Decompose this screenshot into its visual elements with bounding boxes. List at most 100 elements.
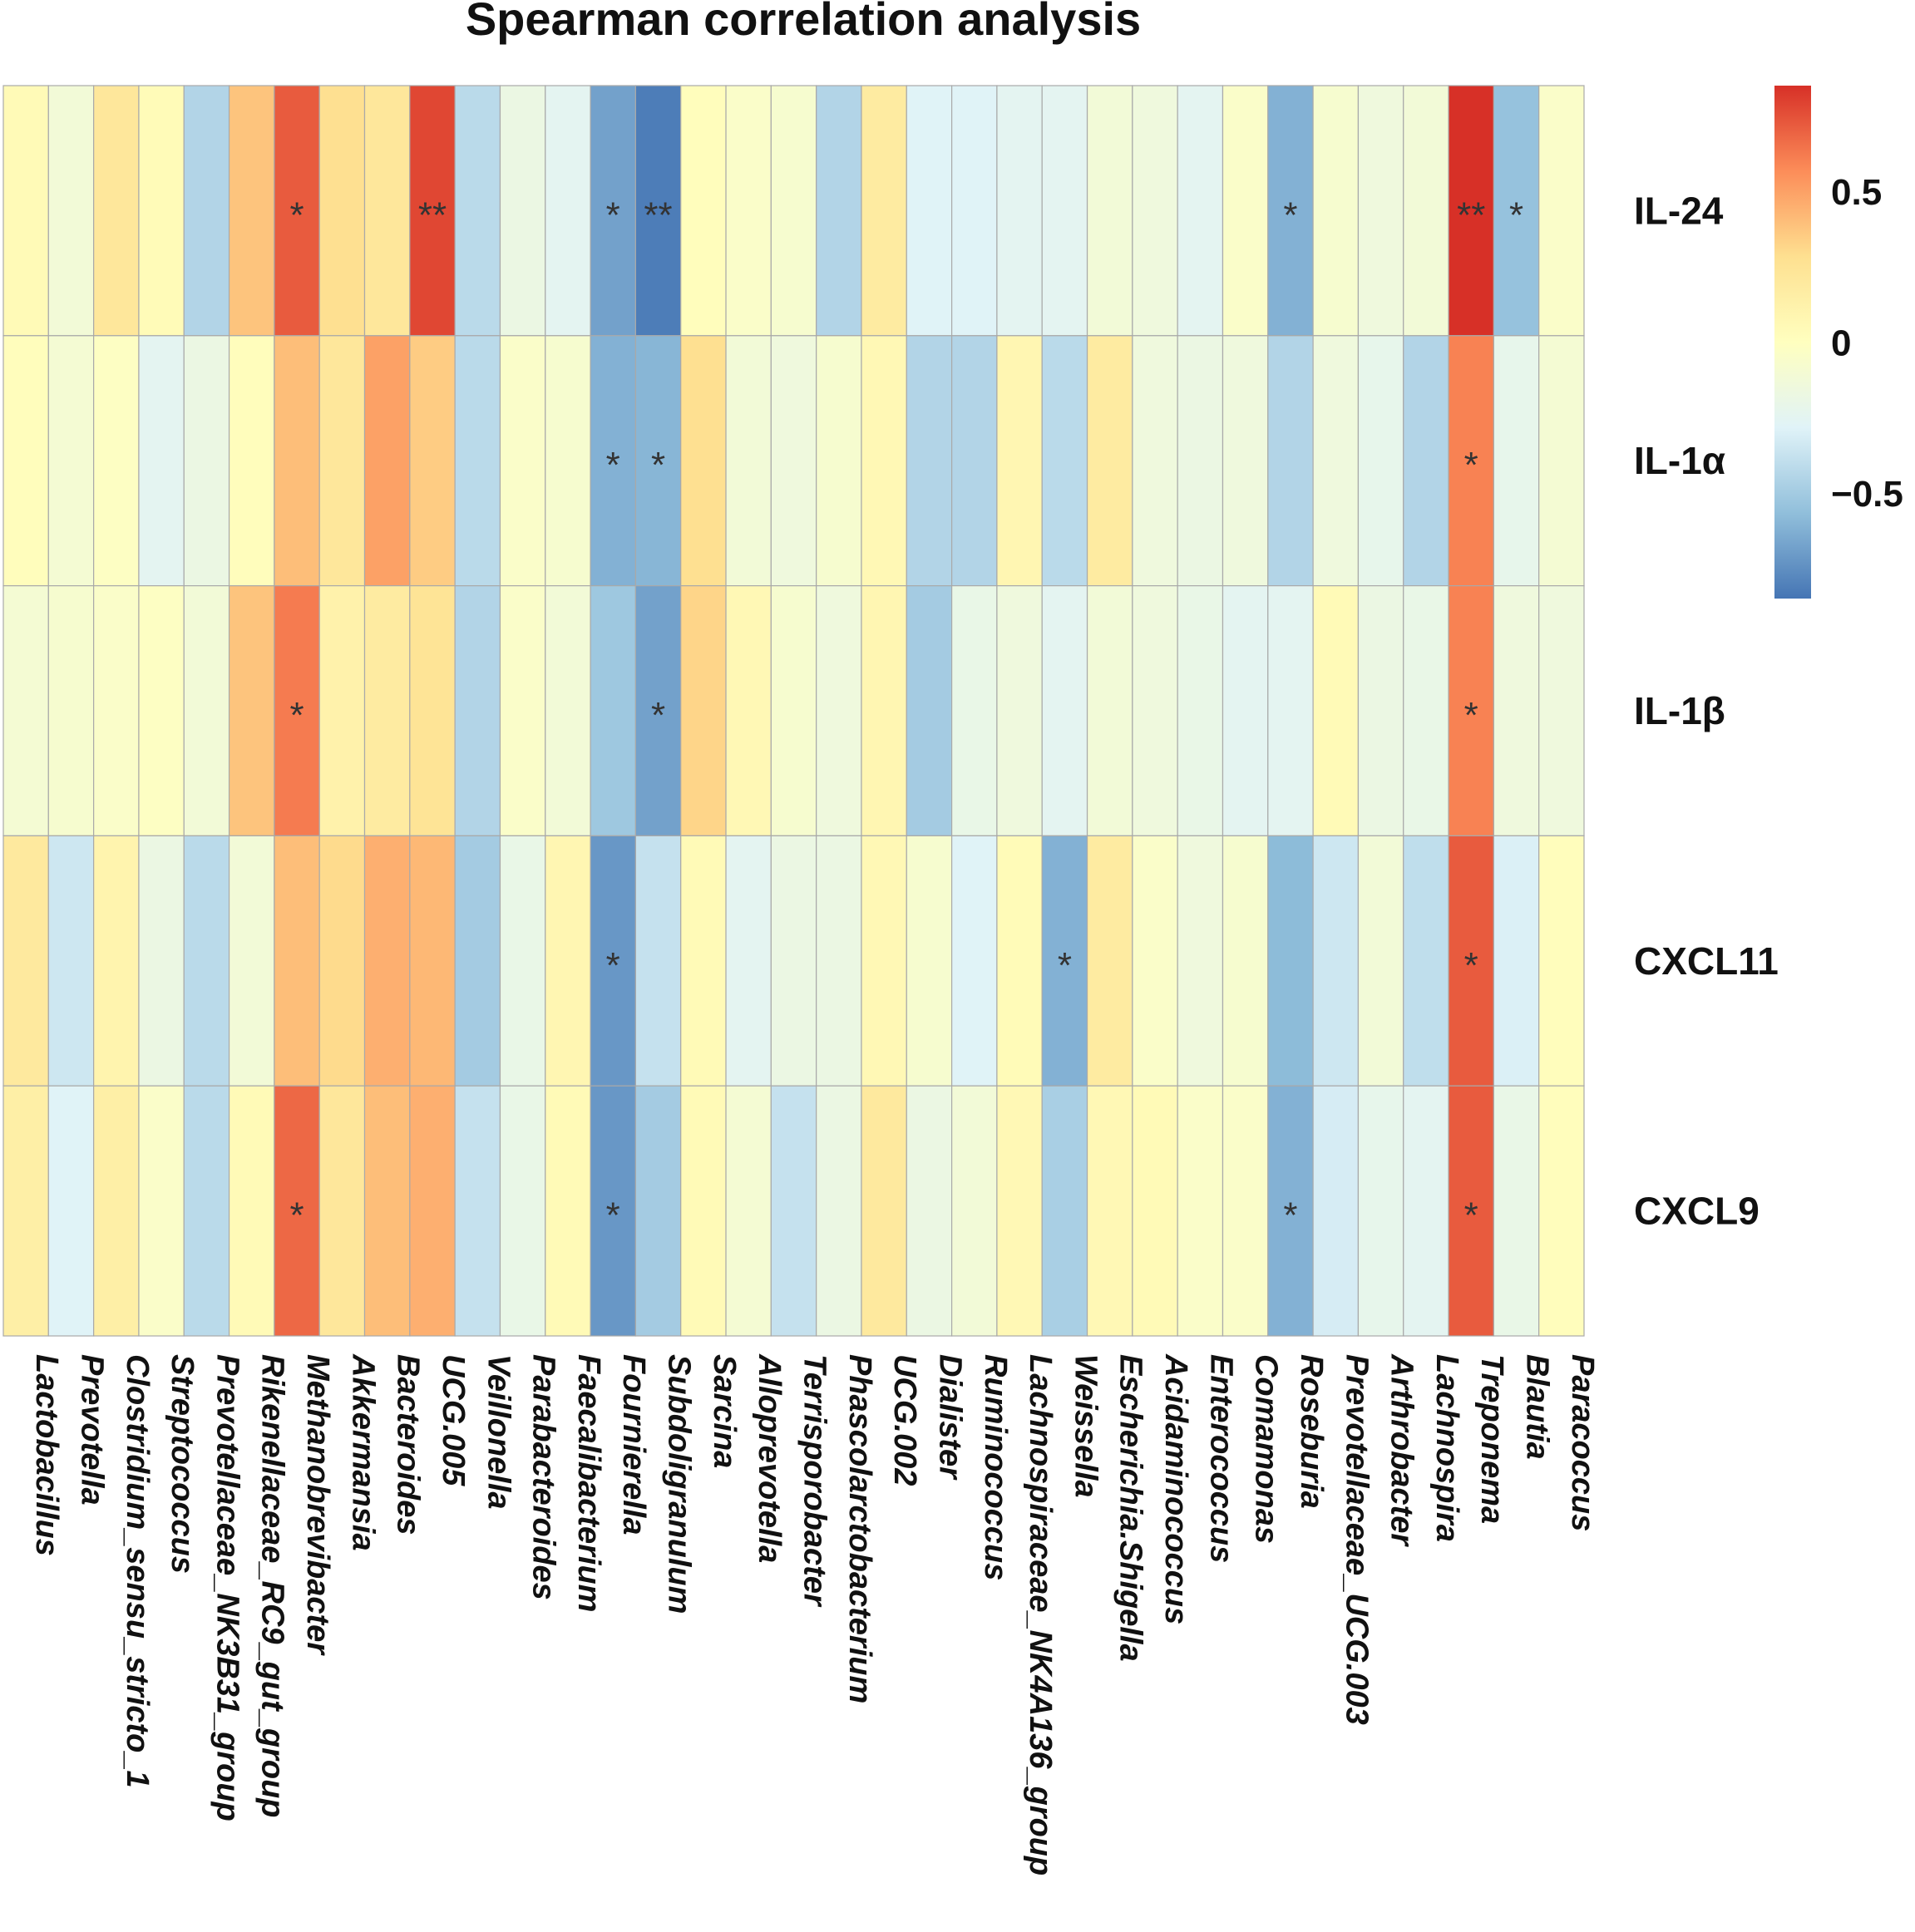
- column-label: Lactobacillus: [29, 1354, 64, 1556]
- heatmap-cell: [2, 85, 49, 337]
- column-label: Acidaminococcus: [1158, 1353, 1193, 1624]
- heatmap-cell: [2, 1085, 49, 1337]
- heatmap-cell: [950, 335, 998, 587]
- heatmap-cell: [1086, 835, 1133, 1087]
- heatmap-cell: [1538, 835, 1585, 1087]
- column-label: UCG.005: [436, 1354, 471, 1486]
- heatmap-cell: [274, 1085, 320, 1337]
- heatmap-cell: [1312, 85, 1360, 337]
- column-label: UCG.002: [887, 1354, 922, 1486]
- column-label: Faecalibacterium: [571, 1354, 606, 1612]
- column-label: Prevotella: [74, 1354, 109, 1506]
- heatmap-cell: [1312, 835, 1360, 1087]
- heatmap-cell: [1086, 584, 1133, 836]
- chart-title: Spearman correlation analysis: [466, 0, 1141, 45]
- heatmap-cell: [363, 584, 411, 836]
- heatmap-cell: [1357, 835, 1404, 1087]
- significance-marker: *: [651, 445, 665, 485]
- heatmap-cell: [228, 335, 275, 587]
- column-label: Rikenellaceae_RC9_gut_group: [255, 1354, 290, 1818]
- heatmap-cell: [950, 584, 998, 836]
- heatmap-cell: [590, 335, 637, 587]
- significance-marker: **: [1457, 195, 1485, 235]
- heatmap-cell: [861, 835, 907, 1087]
- heatmap-cell: [93, 335, 140, 587]
- heatmap-cell: [499, 335, 546, 587]
- heatmap-cell: [545, 835, 591, 1087]
- heatmap-cell: [93, 85, 140, 337]
- heatmap-cell: [1222, 335, 1269, 587]
- column-label: Comamonas: [1249, 1354, 1284, 1544]
- heatmap-cell: [725, 85, 772, 337]
- heatmap-cell: [770, 584, 817, 836]
- heatmap-cell: [590, 1085, 637, 1337]
- heatmap-cell: [1086, 85, 1133, 337]
- column-labels: Lactobacillus Prevotella Clostridium_sensu…: [29, 1353, 1600, 1875]
- heatmap-cell: [363, 1085, 411, 1337]
- column-label: Dialister: [932, 1354, 967, 1481]
- heatmap-cell: [1267, 835, 1314, 1087]
- heatmap-cell: [1403, 1085, 1449, 1337]
- heatmap-cell: [1357, 584, 1404, 836]
- column-label: Terrisporobacter: [797, 1354, 832, 1608]
- heatmap-cell: [1448, 584, 1494, 836]
- heatmap-cell: [1041, 85, 1088, 337]
- significance-marker: *: [606, 445, 620, 485]
- heatmap-cell: [816, 85, 862, 337]
- heatmap-cell: [1132, 584, 1178, 836]
- heatmap-cell: [1267, 335, 1314, 587]
- heatmap-cell: [93, 584, 140, 836]
- heatmap-cell: [274, 85, 320, 337]
- heatmap-cell: [1086, 1085, 1133, 1337]
- legend-tick-label: −0.5: [1831, 474, 1903, 515]
- heatmap-cell: [318, 335, 366, 587]
- heatmap-cell: [680, 335, 727, 587]
- heatmap-cell: [1267, 584, 1314, 836]
- column-label: Streptococcus: [165, 1354, 200, 1574]
- heatmap-cell: [138, 835, 185, 1087]
- column-label: Phascolarctobacterium: [842, 1354, 877, 1703]
- column-label: Escherichia.Shigella: [1113, 1354, 1148, 1662]
- significance-marker: **: [418, 195, 447, 235]
- heatmap-cell: [183, 85, 230, 337]
- heatmap-cell: [1493, 835, 1540, 1087]
- heatmap-cell: [680, 584, 727, 836]
- heatmap-cell: [950, 835, 998, 1087]
- heatmap-cell: [861, 1085, 907, 1337]
- column-label: Roseburia: [1294, 1354, 1329, 1509]
- heatmap-cell: [725, 835, 772, 1087]
- heatmap-cell: [1086, 335, 1133, 587]
- column-label: Enterococcus: [1203, 1354, 1238, 1563]
- significance-marker: *: [1283, 1195, 1297, 1236]
- heatmap-cell: [1538, 1085, 1585, 1337]
- heatmap-cell: [409, 835, 456, 1087]
- heatmap-cell: [1267, 1085, 1314, 1337]
- heatmap-cell: [409, 85, 456, 337]
- significance-marker: *: [606, 945, 620, 986]
- heatmap-cell: [1357, 1085, 1404, 1337]
- heatmap-cell: [634, 584, 682, 836]
- heatmap-cell: [816, 335, 862, 587]
- heatmap-cell: [1448, 85, 1494, 337]
- heatmap-cell: [770, 835, 817, 1087]
- heatmap-cell: [409, 335, 456, 587]
- heatmap-cell: [906, 835, 953, 1087]
- heatmap-cell: [1493, 1085, 1540, 1337]
- heatmap-cell: [454, 335, 501, 587]
- column-label: Lachnospiraceae_NK4A136_group: [1023, 1354, 1058, 1875]
- row-label: CXCL11: [1634, 939, 1779, 983]
- heatmap-cell: [770, 335, 817, 587]
- heatmap-cell: [363, 335, 411, 587]
- heatmap-cell: [274, 835, 320, 1087]
- significance-marker: *: [289, 195, 304, 235]
- heatmap-cell: [138, 85, 185, 337]
- column-label: Lachnospira: [1429, 1354, 1464, 1542]
- heatmap-cell: [499, 1085, 546, 1337]
- row-labels: IL-24 IL-1α IL-1β CXCL11 CXCL9: [1634, 189, 1779, 1232]
- heatmap-cell: [1312, 335, 1360, 587]
- column-label: Ruminococcus: [978, 1354, 1013, 1580]
- heatmap-cell: [318, 1085, 366, 1337]
- significance-marker: *: [1464, 695, 1478, 736]
- heatmap-cell: [725, 1085, 772, 1337]
- heatmap-cell: [1041, 584, 1088, 836]
